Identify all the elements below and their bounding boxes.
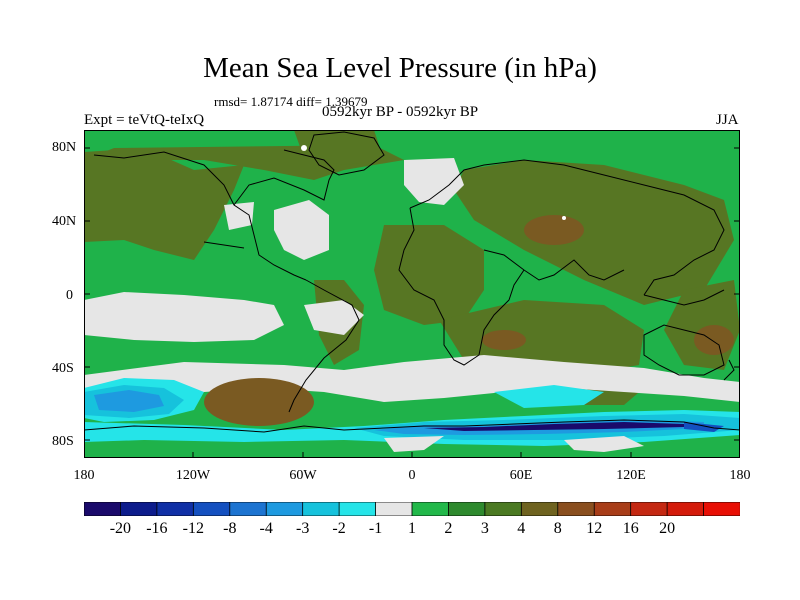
colorbar-swatch — [557, 502, 595, 516]
lat-label: 80N — [52, 140, 77, 155]
colorbar-label: -4 — [259, 520, 273, 537]
colorbar-label: 20 — [659, 520, 676, 537]
colorbar-swatch — [229, 502, 267, 516]
lon-label: 0 — [408, 468, 416, 483]
stats-text: rmsd= 1.87174 diff= 1.39679 — [214, 94, 368, 109]
coastlines — [84, 131, 740, 433]
chart-title: Mean Sea Level Pressure (in hPa) — [203, 52, 597, 84]
contour-grey — [564, 436, 644, 452]
colorbar-swatch — [338, 502, 377, 516]
contour-grey — [304, 300, 364, 335]
lat-label: 40N — [52, 214, 77, 229]
colorbar-label: 3 — [480, 520, 489, 537]
period-label: 0592kyr BP - 0592kyr BP — [322, 104, 479, 120]
colorbar-label: -2 — [332, 520, 346, 537]
contour-brown — [482, 330, 526, 350]
colorbar-label: 8 — [553, 520, 562, 537]
colorbar-swatch — [411, 502, 450, 516]
colorbar-label: -16 — [146, 520, 168, 537]
colorbar-label: -3 — [296, 520, 310, 537]
contour-grey — [84, 355, 740, 402]
colorbar-swatch — [520, 502, 559, 516]
lon-label: 180 — [73, 468, 95, 483]
colorbar-swatch — [666, 502, 705, 516]
experiment-label: Expt = teVtQ-teIxQ — [84, 112, 205, 128]
colorbar-label: 12 — [586, 520, 603, 537]
colorbar-label: -1 — [368, 520, 383, 537]
lat-label: 0 — [66, 288, 73, 303]
colorbar — [84, 502, 740, 516]
season-label: JJA — [716, 112, 739, 128]
colorbar-label: -8 — [223, 520, 237, 537]
lon-label: 60W — [289, 468, 317, 483]
pressure-map — [84, 130, 740, 458]
colorbar-label: 2 — [444, 520, 453, 537]
contour-grey — [84, 292, 284, 342]
map-plot — [84, 130, 740, 458]
contour-brown — [524, 215, 584, 245]
lon-label: 120E — [616, 468, 646, 483]
colorbar-swatch — [630, 502, 668, 516]
colorbar-swatch — [593, 502, 632, 516]
colorbar-swatches — [84, 502, 740, 516]
contour-olive — [294, 130, 384, 165]
contour-grey — [274, 200, 329, 260]
colorbar-swatch — [448, 502, 486, 516]
contour-white — [301, 145, 307, 151]
colorbar-swatch — [703, 502, 740, 516]
map-ticks — [84, 147, 740, 458]
lon-label: 120W — [175, 468, 211, 483]
colorbar-label: 4 — [517, 520, 526, 537]
lat-label: 80S — [52, 434, 74, 449]
contour-cyan-light — [494, 385, 604, 408]
colorbar-swatch — [302, 502, 340, 516]
colorbar-swatch — [375, 502, 413, 516]
colorbar-label: 1 — [408, 520, 416, 537]
colorbar-swatch — [484, 502, 523, 516]
colorbar-swatch — [120, 502, 158, 516]
colorbar-swatch — [156, 502, 195, 516]
contour-brown — [204, 378, 314, 426]
contour-grey — [224, 202, 254, 230]
contour-navy — [424, 422, 684, 431]
contour-grey — [384, 436, 444, 452]
colorbar-swatch — [84, 502, 122, 516]
contour-grey — [404, 158, 464, 205]
colorbar-swatch — [192, 502, 231, 516]
contour-olive — [84, 148, 244, 260]
lat-label: 40S — [52, 361, 74, 376]
lon-label: 180 — [729, 468, 751, 483]
contour-blue — [94, 390, 164, 412]
colorbar-swatch — [265, 502, 304, 516]
contour-olive — [374, 225, 484, 325]
colorbar-label: -20 — [109, 520, 132, 537]
colorbar-label: -12 — [182, 520, 204, 537]
colorbar-label: 16 — [622, 520, 639, 537]
contour-white — [562, 216, 566, 220]
contour-brown — [694, 325, 734, 355]
lon-label: 60E — [509, 468, 533, 483]
contour-olive — [454, 160, 734, 305]
